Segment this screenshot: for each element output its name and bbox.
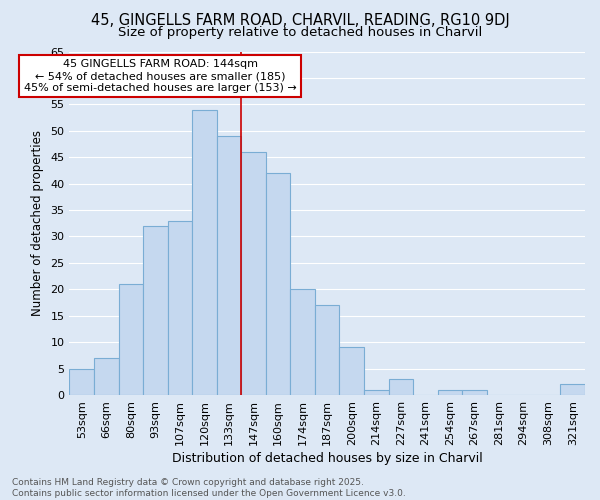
Bar — [340, 348, 364, 395]
Bar — [290, 290, 315, 395]
Bar — [192, 110, 217, 395]
Bar — [560, 384, 585, 395]
Y-axis label: Number of detached properties: Number of detached properties — [31, 130, 44, 316]
Bar — [462, 390, 487, 395]
Text: Contains HM Land Registry data © Crown copyright and database right 2025.
Contai: Contains HM Land Registry data © Crown c… — [12, 478, 406, 498]
Text: Size of property relative to detached houses in Charvil: Size of property relative to detached ho… — [118, 26, 482, 39]
Bar — [167, 220, 192, 395]
X-axis label: Distribution of detached houses by size in Charvil: Distribution of detached houses by size … — [172, 452, 482, 465]
Bar — [94, 358, 119, 395]
Bar — [364, 390, 389, 395]
Bar — [389, 379, 413, 395]
Bar — [70, 368, 94, 395]
Text: 45, GINGELLS FARM ROAD, CHARVIL, READING, RG10 9DJ: 45, GINGELLS FARM ROAD, CHARVIL, READING… — [91, 12, 509, 28]
Bar — [315, 305, 340, 395]
Bar — [217, 136, 241, 395]
Bar — [437, 390, 462, 395]
Bar — [266, 173, 290, 395]
Bar — [119, 284, 143, 395]
Bar — [143, 226, 167, 395]
Bar — [241, 152, 266, 395]
Text: 45 GINGELLS FARM ROAD: 144sqm
← 54% of detached houses are smaller (185)
45% of : 45 GINGELLS FARM ROAD: 144sqm ← 54% of d… — [24, 60, 296, 92]
